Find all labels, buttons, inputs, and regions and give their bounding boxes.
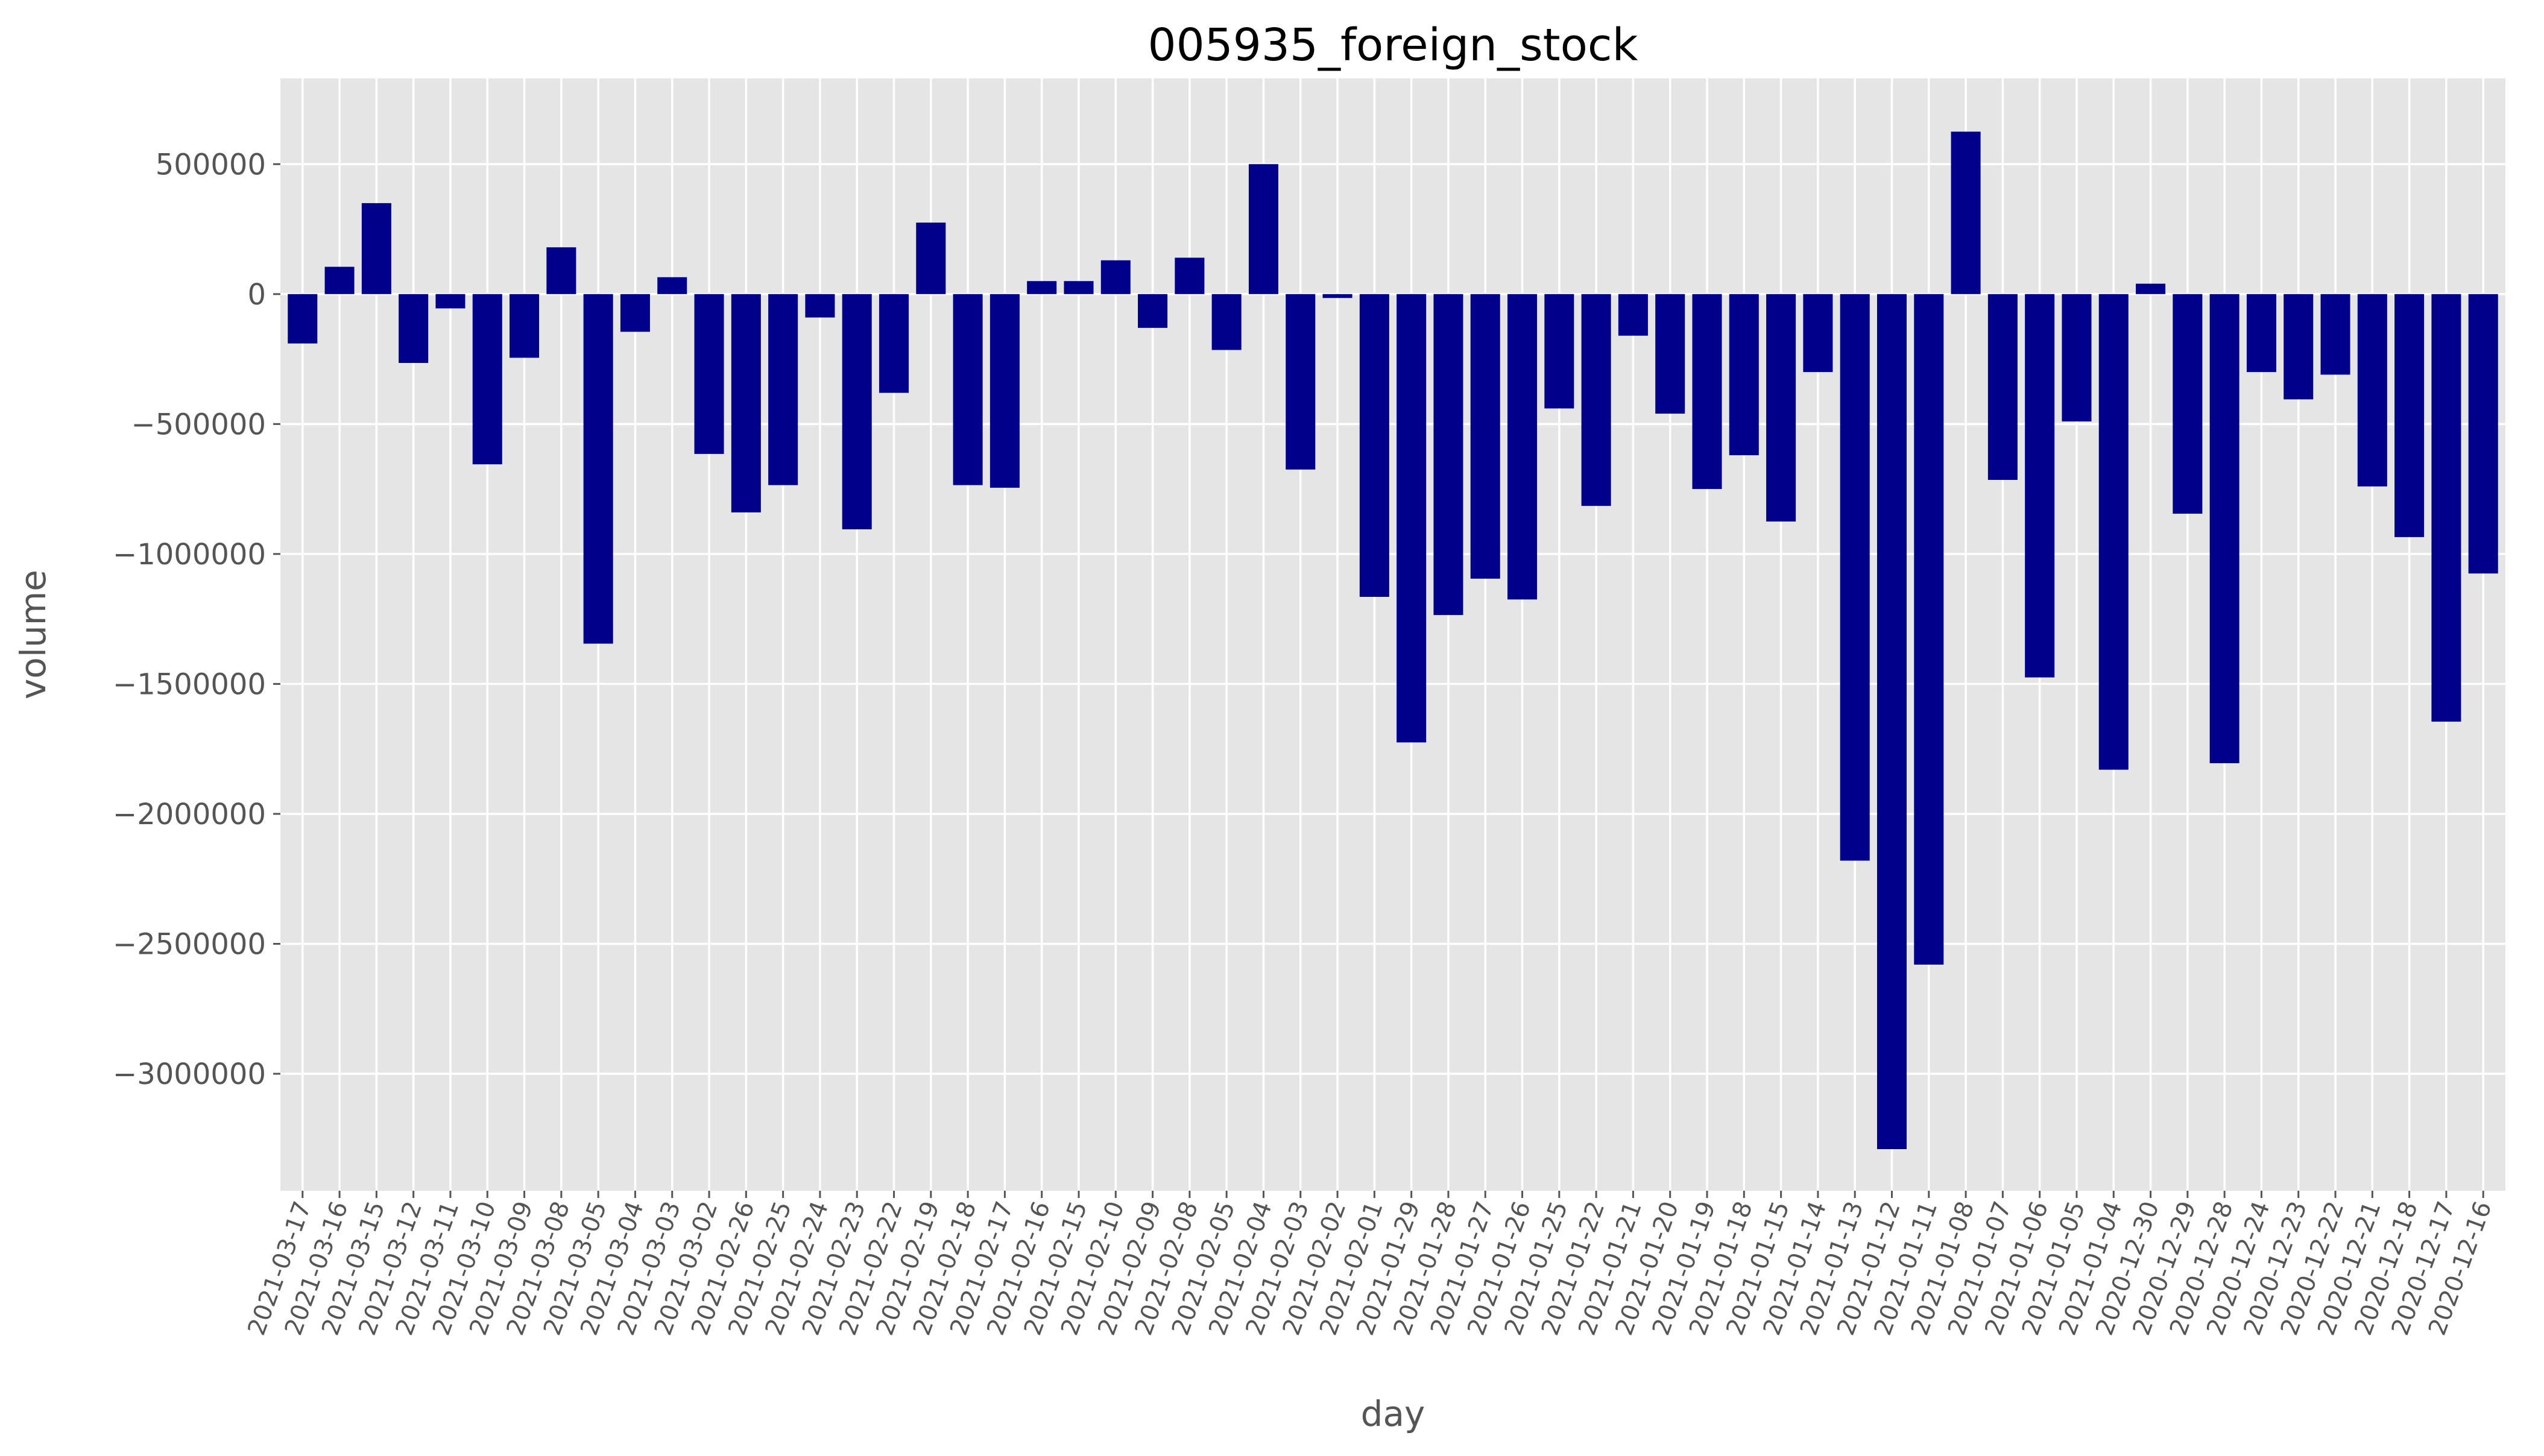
bar bbox=[288, 294, 318, 344]
bar bbox=[1175, 257, 1205, 294]
bar bbox=[1322, 294, 1352, 298]
bar bbox=[399, 294, 429, 364]
x-axis-ticks: 2021-03-172021-03-162021-03-152021-03-12… bbox=[242, 1191, 2498, 1339]
bar bbox=[1248, 164, 1278, 294]
bar bbox=[1027, 281, 1057, 294]
bar bbox=[1914, 294, 1944, 965]
bars-layer bbox=[288, 131, 2498, 1150]
bar bbox=[1544, 294, 1574, 409]
bar bbox=[731, 294, 761, 512]
bar bbox=[657, 277, 687, 294]
bar bbox=[1729, 294, 1759, 456]
bar bbox=[361, 203, 391, 294]
y-tick-label: −1500000 bbox=[113, 667, 266, 701]
bar bbox=[842, 294, 872, 529]
bar bbox=[1766, 294, 1796, 522]
bar bbox=[1470, 294, 1500, 579]
bar bbox=[2173, 294, 2203, 514]
y-tick-label: −2000000 bbox=[113, 798, 266, 831]
bar bbox=[2246, 294, 2276, 373]
bar bbox=[1211, 294, 1242, 350]
bar bbox=[694, 294, 724, 454]
bar bbox=[1692, 294, 1722, 490]
bar bbox=[2284, 294, 2314, 400]
bar bbox=[1286, 294, 1316, 470]
bar bbox=[1951, 131, 1981, 294]
bar bbox=[1507, 294, 1538, 600]
bar bbox=[2136, 283, 2166, 294]
bar bbox=[1618, 294, 1648, 336]
bar bbox=[1397, 294, 1427, 743]
bar bbox=[620, 294, 650, 332]
bar bbox=[1359, 294, 1389, 597]
bar bbox=[1840, 294, 1870, 861]
bar bbox=[953, 294, 983, 485]
bar bbox=[2431, 294, 2461, 722]
bar bbox=[2025, 294, 2055, 678]
grid-layer bbox=[280, 78, 2505, 1191]
y-tick-label: −1000000 bbox=[113, 538, 266, 572]
x-axis-label: day bbox=[1361, 1393, 1425, 1434]
bar bbox=[1655, 294, 1685, 414]
bar bbox=[2320, 294, 2350, 375]
bar bbox=[1581, 294, 1611, 506]
chart-title: 005935_foreign_stock bbox=[1148, 19, 1638, 71]
plot-background bbox=[280, 78, 2505, 1191]
bar bbox=[1138, 294, 1168, 328]
bar bbox=[1100, 260, 1131, 294]
y-axis-label: volume bbox=[13, 570, 54, 699]
bar bbox=[472, 294, 502, 465]
bar bbox=[879, 294, 909, 393]
bar bbox=[805, 294, 835, 318]
bar bbox=[768, 294, 798, 485]
bar bbox=[2357, 294, 2387, 487]
bar bbox=[546, 247, 576, 294]
bar bbox=[1987, 294, 2018, 481]
bar bbox=[916, 222, 946, 294]
bar bbox=[1803, 294, 1833, 373]
bar bbox=[2098, 294, 2129, 770]
bar bbox=[2209, 294, 2239, 763]
bar bbox=[2394, 294, 2425, 537]
y-tick-label: −3000000 bbox=[113, 1057, 266, 1091]
bar bbox=[1876, 294, 1907, 1150]
bar bbox=[510, 294, 540, 358]
bar bbox=[2468, 294, 2498, 574]
bar bbox=[583, 294, 613, 644]
bar bbox=[990, 294, 1020, 488]
y-tick-label: 500000 bbox=[156, 148, 266, 181]
bar bbox=[435, 294, 466, 309]
y-tick-label: −2500000 bbox=[113, 927, 266, 961]
bar bbox=[2062, 294, 2092, 422]
bar bbox=[1064, 281, 1094, 294]
bar bbox=[324, 266, 355, 294]
y-axis-ticks: 500000 0 −500000 −1000000 −1500000 −2000000 −2… bbox=[113, 148, 280, 1091]
bar bbox=[1433, 294, 1463, 616]
y-tick-label: 0 bbox=[247, 278, 266, 312]
y-tick-label: −500000 bbox=[131, 408, 266, 441]
